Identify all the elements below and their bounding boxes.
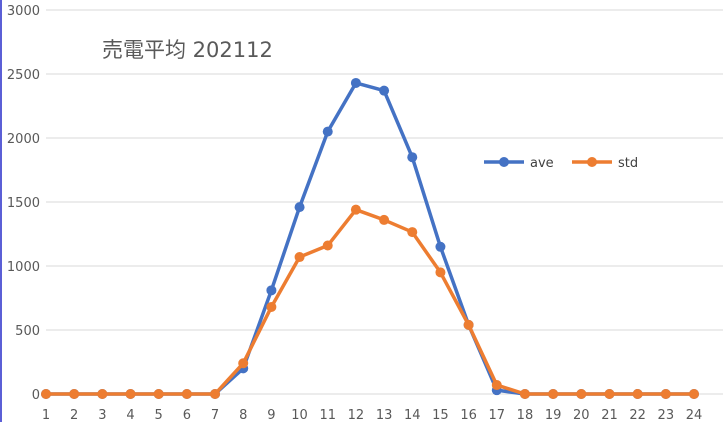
- data-point-std-8: [238, 358, 249, 369]
- x-tick-label-22: 22: [629, 408, 646, 422]
- data-point-std-9: [266, 301, 277, 312]
- x-tick-label-2: 2: [70, 408, 78, 422]
- x-tick-label-19: 19: [545, 408, 562, 422]
- x-tick-label-23: 23: [658, 408, 675, 422]
- series-line-ave: [44, 81, 696, 396]
- x-tick-label-6: 6: [183, 408, 191, 422]
- data-point-std-2: [69, 389, 80, 399]
- data-point-std-6: [181, 389, 192, 399]
- x-tick-label-8: 8: [239, 408, 247, 422]
- x-tick-label-24: 24: [686, 408, 703, 422]
- data-point-std-18: [519, 389, 530, 399]
- data-point-std-12: [350, 204, 361, 215]
- data-point-std-17: [491, 380, 502, 391]
- data-point-std-22: [632, 389, 643, 399]
- y-tick-label-2500: 2500: [7, 68, 40, 83]
- data-point-std-4: [125, 389, 136, 399]
- data-point-ave-14: [407, 152, 418, 163]
- x-tick-label-16: 16: [460, 408, 477, 422]
- y-tick-label-3000: 3000: [7, 4, 40, 19]
- x-tick-label-4: 4: [126, 408, 134, 422]
- x-tick-label-5: 5: [155, 408, 163, 422]
- data-point-std-14: [407, 227, 418, 238]
- x-tick-label-9: 9: [267, 408, 275, 422]
- x-tick-label-14: 14: [404, 408, 421, 422]
- series-lines: [41, 77, 699, 399]
- x-axis-tick-labels: 1 2 3 4 5 6 7 8 9 10 11 12 13 14 15 16 17 18 19 20 21 22 23 24: [42, 408, 702, 422]
- series-line-std: [44, 207, 696, 396]
- data-point-std-7: [210, 389, 221, 399]
- data-point-std-19: [548, 389, 559, 399]
- y-axis-tick-labels: 0 500 1000 1500 2000 2500 3000: [7, 4, 40, 403]
- x-tick-label-17: 17: [489, 408, 506, 422]
- x-tick-label-7: 7: [211, 408, 219, 422]
- y-tick-label-1000: 1000: [7, 260, 40, 275]
- data-point-std-16: [463, 319, 474, 330]
- data-point-std-3: [97, 389, 108, 399]
- x-tick-label-11: 11: [319, 408, 336, 422]
- data-point-std-5: [153, 389, 164, 399]
- x-tick-label-12: 12: [348, 408, 365, 422]
- data-point-ave-12: [350, 77, 361, 88]
- x-tick-label-10: 10: [291, 408, 308, 422]
- legend-marker-std: [587, 157, 597, 167]
- legend-marker-ave: [499, 157, 509, 167]
- x-tick-label-20: 20: [573, 408, 590, 422]
- data-point-std-15: [435, 267, 446, 278]
- y-tick-label-0: 0: [32, 388, 40, 403]
- x-tick-label-21: 21: [601, 408, 618, 422]
- data-point-std-10: [294, 252, 305, 263]
- chart-title: 売電平均 202112: [102, 38, 273, 62]
- data-point-std-11: [322, 240, 333, 251]
- legend: ave std: [484, 156, 638, 171]
- y-tick-label-2000: 2000: [7, 132, 40, 147]
- data-point-std-20: [576, 389, 587, 399]
- data-point-ave-9: [266, 285, 277, 296]
- x-tick-label-13: 13: [376, 408, 393, 422]
- x-tick-label-1: 1: [42, 408, 50, 422]
- data-point-ave-15: [435, 241, 446, 252]
- data-point-std-13: [379, 214, 390, 225]
- gridlines: [46, 9, 723, 395]
- data-point-std-24: [689, 389, 699, 399]
- data-point-ave-10: [294, 202, 305, 213]
- x-tick-label-3: 3: [98, 408, 106, 422]
- data-point-ave-11: [322, 126, 333, 137]
- y-tick-label-500: 500: [15, 324, 40, 339]
- x-tick-label-15: 15: [432, 408, 449, 422]
- data-point-std-21: [604, 389, 615, 399]
- data-point-std-23: [660, 389, 671, 399]
- y-tick-label-1500: 1500: [7, 196, 40, 211]
- legend-label-std: std: [618, 156, 638, 171]
- data-point-std-1: [41, 389, 51, 399]
- data-point-ave-13: [379, 85, 390, 96]
- legend-label-ave: ave: [530, 156, 554, 171]
- x-tick-label-18: 18: [517, 408, 534, 422]
